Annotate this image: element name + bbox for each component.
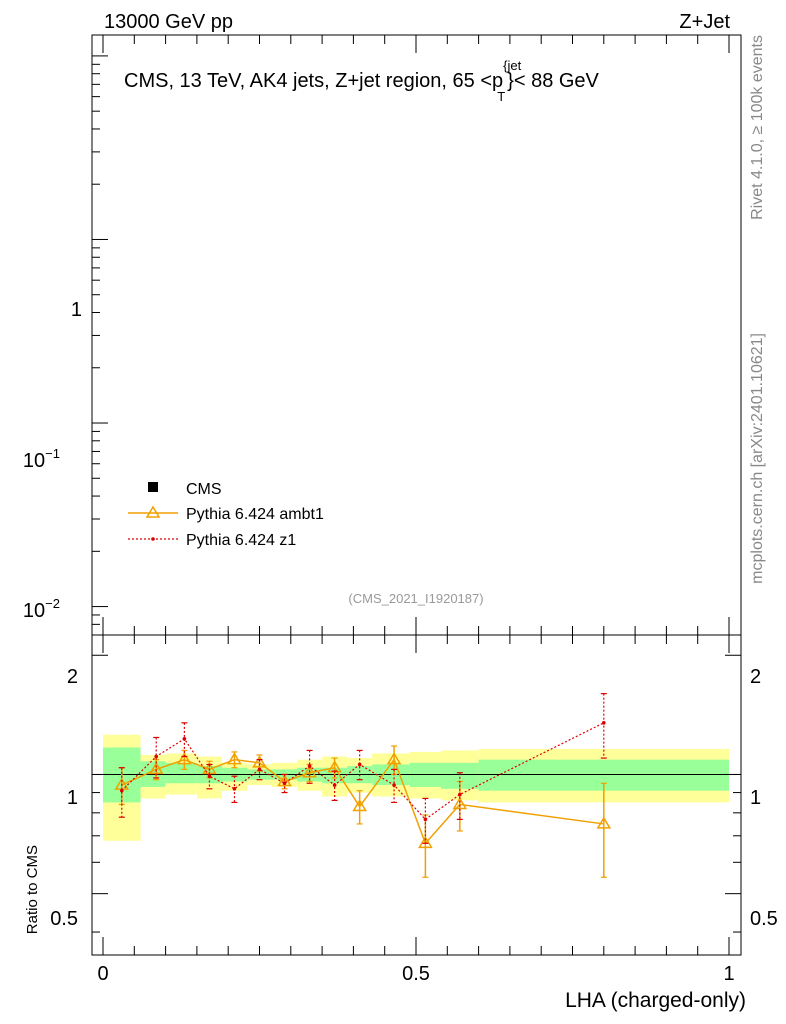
header-right: Z+Jet — [679, 11, 730, 33]
point-marker-ambt1 — [302, 765, 317, 778]
main-ytick-label-0.1: 10−1 — [23, 446, 60, 472]
title-main: CMS, 13 TeV, AK4 jets, Z+jet region, 65 … — [124, 70, 503, 92]
x-ticks — [102, 35, 730, 955]
side-label-source: mcplots.cern.ch [arXiv:2401.10621] — [749, 333, 766, 584]
point-marker-z1 — [182, 737, 187, 741]
ratio-ytick-label-0.5: 0.5 — [50, 908, 78, 930]
ratio-ytick-label-right-0.5: 0.5 — [750, 908, 778, 930]
point-marker-z1 — [232, 786, 237, 791]
point-marker-z1 — [357, 762, 362, 767]
legend: CMS Pythia 6.424 ambt1 Pythia 6.424 z1 — [128, 481, 324, 549]
point-marker-z1 — [154, 754, 159, 759]
point-marker-ambt1 — [177, 752, 192, 765]
point-marker-z1 — [282, 781, 287, 786]
legend-label-ambt1: Pythia 6.424 ambt1 — [186, 506, 324, 523]
title-end: }< 88 GeV — [507, 70, 599, 92]
point-marker-ambt1 — [418, 835, 433, 849]
title-sub: T — [497, 89, 505, 104]
point-marker-z1 — [119, 788, 124, 793]
xtick-label-0: 0 — [97, 963, 108, 985]
point-marker-ambt1 — [252, 755, 267, 768]
main-ytick-label-0.01: 10−2 — [23, 596, 60, 622]
point-marker-z1 — [257, 767, 262, 772]
main-title: CMS, 13 TeV, AK4 jets, Z+jet region, 65 … — [124, 58, 600, 104]
xtick-label-1: 1 — [723, 963, 734, 985]
ratio-ytick-label-2: 2 — [67, 666, 78, 688]
ratio-ytick-label-right-2: 2 — [750, 666, 761, 688]
legend-label-cms: CMS — [186, 481, 222, 498]
point-marker-z1 — [458, 792, 462, 797]
point-marker-ambt1 — [277, 774, 292, 787]
point-marker-ambt1 — [148, 761, 164, 775]
point-marker-z1 — [207, 774, 212, 778]
ratio-y-ticks — [92, 654, 741, 933]
analysis-id: (CMS_2021_I1920187) — [348, 591, 483, 606]
side-label-rivet: Rivet 4.1.0, ≥ 100k events — [749, 35, 766, 220]
legend-marker-ambt1 — [145, 505, 161, 518]
point-marker-ambt1 — [452, 796, 468, 810]
ratio-bands — [103, 734, 729, 841]
point-marker-ambt1 — [352, 799, 367, 812]
xtick-label-0.5: 0.5 — [402, 963, 430, 985]
x-axis-label: LHA (charged-only) — [565, 989, 746, 1012]
point-marker-z1 — [602, 721, 606, 725]
header-left: 13000 GeV pp — [104, 11, 233, 33]
point-marker-ambt1 — [596, 816, 612, 829]
ratio-y-axis-label: Ratio to CMS — [24, 845, 41, 934]
legend-marker-cms — [148, 482, 158, 492]
point-marker-ambt1 — [386, 752, 402, 765]
legend-label-z1: Pythia 6.424 z1 — [186, 532, 296, 549]
ratio-series — [114, 693, 612, 878]
legend-marker-z1 — [151, 537, 155, 541]
point-marker-z1 — [332, 783, 337, 787]
point-marker-z1 — [392, 783, 396, 787]
ratio-ytick-label-1: 1 — [67, 787, 78, 809]
main-y-ticks — [92, 55, 108, 636]
point-marker-z1 — [423, 817, 428, 822]
point-marker-ambt1 — [227, 752, 242, 765]
ratio-ytick-label-right-1: 1 — [750, 787, 761, 809]
point-marker-z1 — [307, 764, 312, 768]
band-green-bin — [165, 762, 197, 784]
title-sup: {jet — [503, 58, 521, 73]
series-line-z1 — [121, 722, 605, 821]
main-ytick-label-1: 1 — [71, 299, 82, 321]
